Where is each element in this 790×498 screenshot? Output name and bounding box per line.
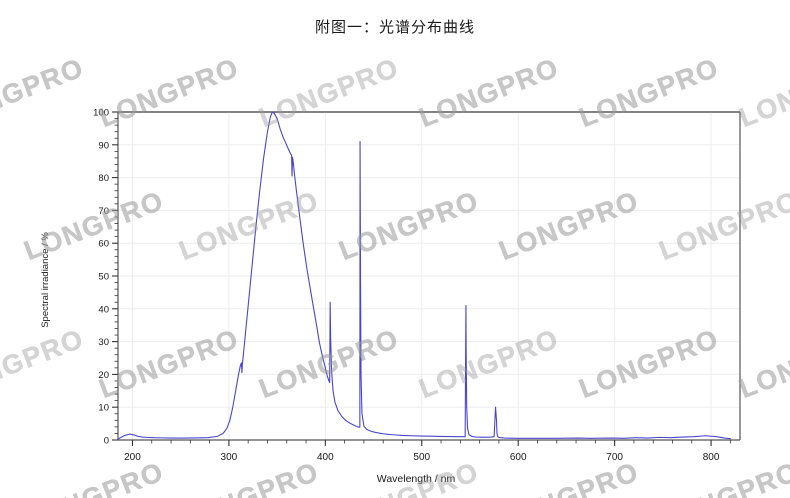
x-tick-label: 600 [510, 452, 527, 463]
y-axis-tick-labels: 0 10 20 30 40 50 60 70 80 90 100 [93, 108, 109, 447]
chart-gridlines [118, 111, 740, 440]
x-tick-label: 500 [413, 452, 430, 463]
y-tick-label: 100 [93, 108, 109, 119]
x-tick-label: 300 [221, 452, 238, 463]
y-axis-ticks [112, 111, 118, 441]
y-tick-label: 20 [98, 370, 109, 381]
y-tick-label: 50 [98, 272, 109, 283]
spectral-curve-path [118, 111, 731, 440]
y-tick-label: 70 [98, 206, 109, 217]
x-tick-label: 800 [703, 452, 720, 463]
x-axis-tick-labels: 200 300 400 500 600 700 800 [124, 452, 720, 463]
x-tick-label: 200 [124, 452, 141, 463]
x-tick-label: 400 [317, 452, 334, 463]
y-tick-label: 80 [98, 173, 109, 184]
y-tick-label: 40 [98, 304, 109, 315]
y-tick-label: 60 [98, 239, 109, 250]
y-tick-label: 30 [98, 337, 109, 348]
x-tick-label: 700 [606, 452, 623, 463]
y-tick-label: 90 [98, 140, 109, 151]
x-axis-ticks [131, 440, 731, 446]
y-tick-label: 10 [98, 403, 109, 414]
spectral-curve [118, 111, 731, 440]
y-axis-label: Spectral irradiance / % [40, 232, 51, 328]
figure-title: 附图一：光谱分布曲线 [314, 18, 475, 36]
chart-plot-frame [117, 111, 741, 441]
y-tick-label: 0 [104, 436, 109, 447]
x-axis-label: Wavelength / nm [377, 473, 456, 485]
